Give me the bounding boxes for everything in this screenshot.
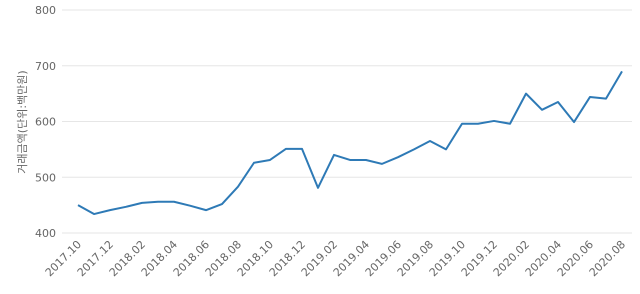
y-tick-label: 400 xyxy=(35,227,56,240)
y-axis-label: 거래금액(단위:백만원) xyxy=(16,70,29,173)
y-tick-label: 800 xyxy=(35,4,56,17)
y-tick-label: 700 xyxy=(35,60,56,73)
data-line xyxy=(77,70,623,216)
y-tick-label: 500 xyxy=(35,171,56,184)
y-tick-label: 600 xyxy=(35,116,56,129)
